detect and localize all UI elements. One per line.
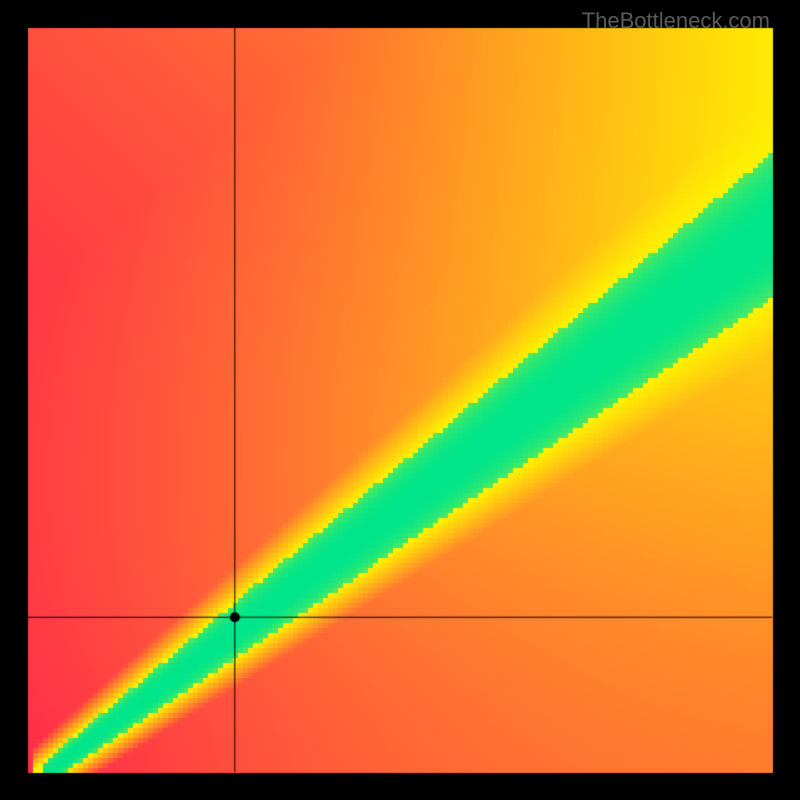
chart-container: TheBottleneck.com [0, 0, 800, 800]
heatmap-canvas [0, 0, 800, 800]
watermark-text: TheBottleneck.com [582, 8, 770, 34]
